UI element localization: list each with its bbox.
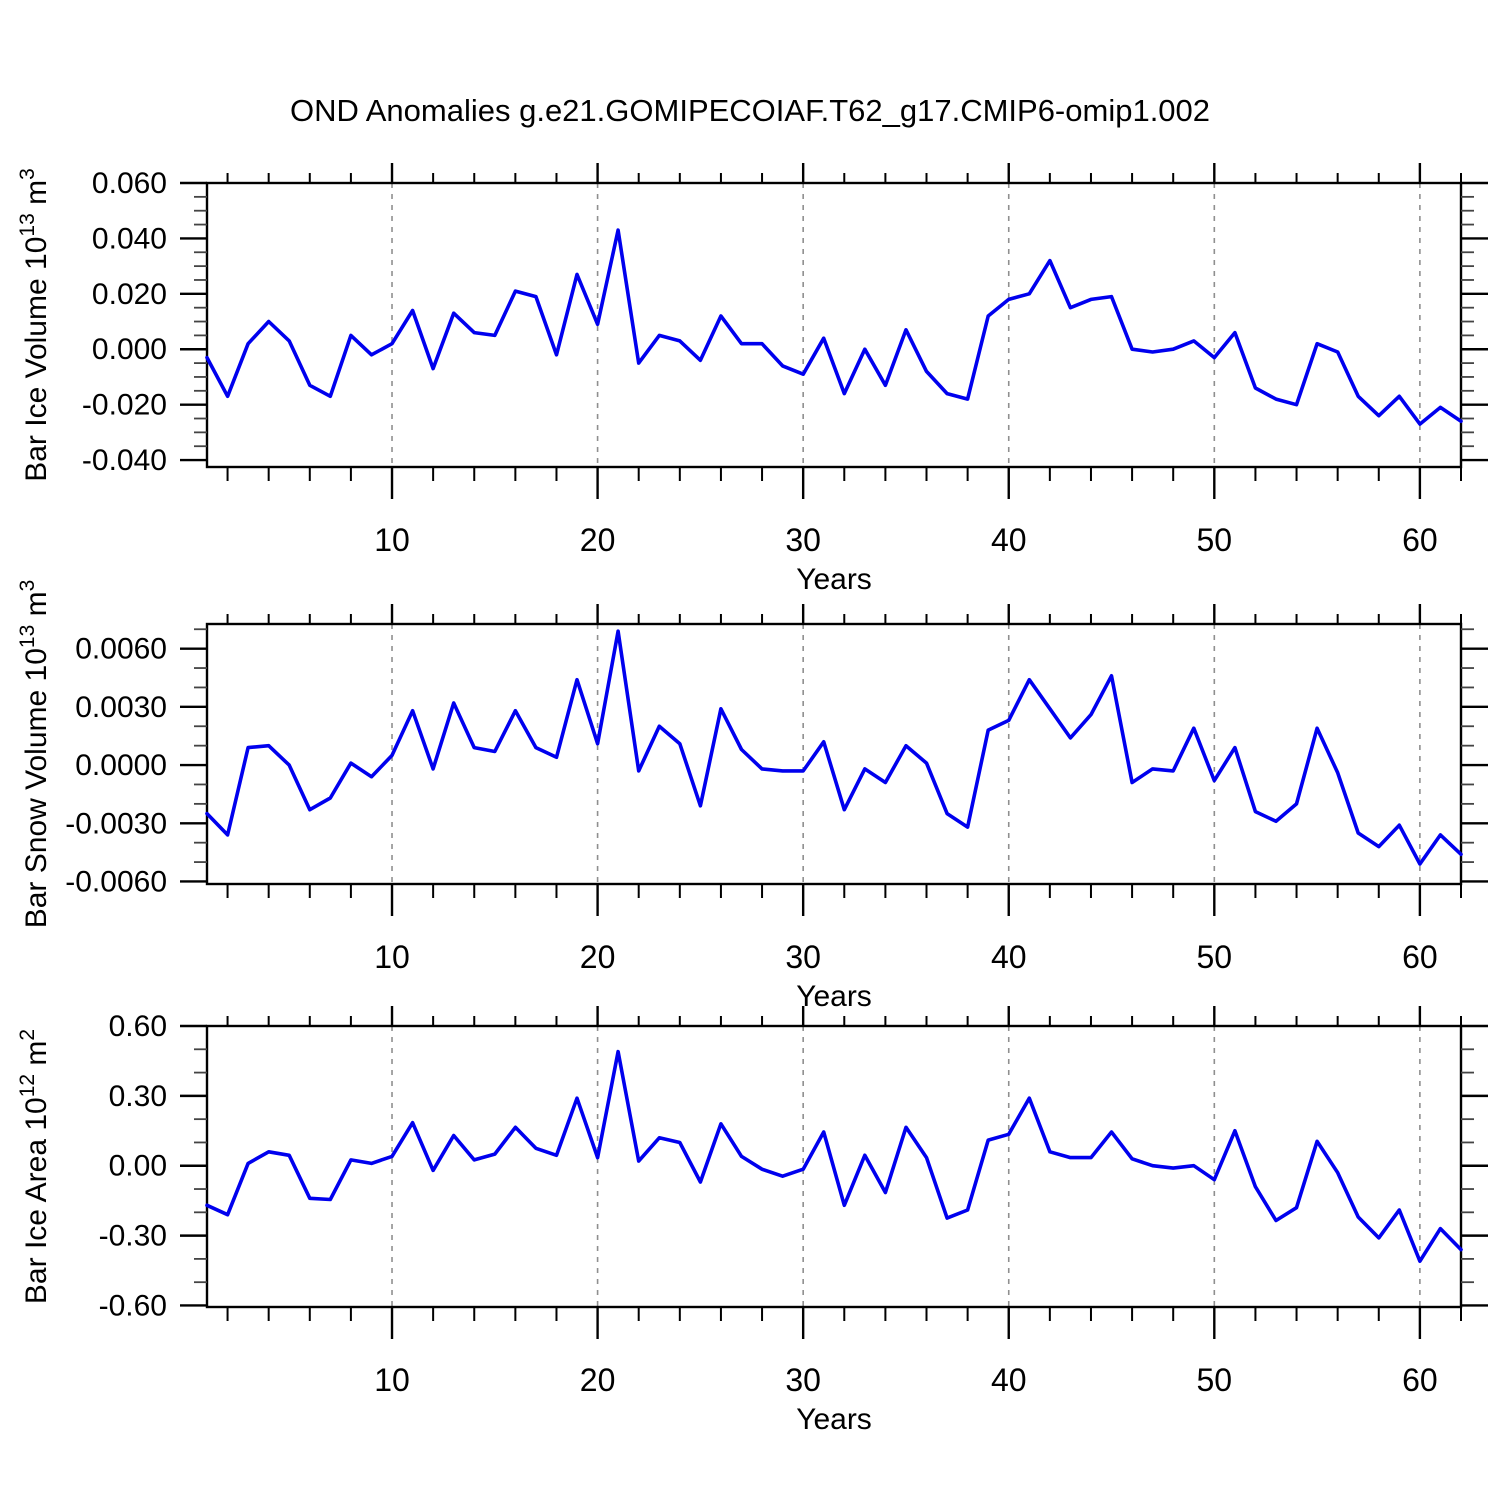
panel-ice_volume: 0.060 0.040 0.020 0.000 -0.020 -0.040 10 20 30 40… (16, 163, 1488, 596)
y-tick-label: 0.00 (109, 1150, 167, 1183)
x-tick-label: 50 (1197, 522, 1233, 558)
x-axis-title: Years (796, 980, 872, 1013)
x-tick-label: 20 (580, 939, 616, 975)
x-tick-label: 50 (1197, 939, 1233, 975)
y-tick-label: 0.020 (92, 278, 167, 311)
y-axis-title: Bar Ice Area 1012 m2 (16, 1029, 53, 1304)
x-tick-label: 20 (580, 522, 616, 558)
panel-ice_area: 0.60 0.30 0.00 -0.30 -0.60 10 20 30 40 50 60 Years B… (16, 1006, 1488, 1436)
x-tick-label: 40 (991, 522, 1027, 558)
y-tick-label: -0.60 (99, 1289, 167, 1322)
x-tick-label: 60 (1402, 939, 1438, 975)
y-tick-label: 0.0060 (75, 633, 167, 666)
y-axis-title: Bar Ice Volume 1013 m3 (16, 168, 53, 482)
y-tick-label: 0.0030 (75, 691, 167, 724)
x-tick-label: 30 (785, 939, 821, 975)
x-tick-label: 30 (785, 1362, 821, 1398)
x-tick-label: 10 (374, 522, 410, 558)
x-tick-label: 50 (1197, 1362, 1233, 1398)
y-tick-label: 0.0000 (75, 749, 167, 782)
x-tick-label: 40 (991, 1362, 1027, 1398)
x-axis-title: Years (796, 563, 872, 596)
x-tick-label: 60 (1402, 1362, 1438, 1398)
y-tick-label: 0.060 (92, 167, 167, 200)
axis-box (205, 181, 1463, 469)
x-tick-label: 20 (580, 1362, 616, 1398)
x-axis-title: Years (796, 1403, 872, 1436)
panel-snow_volume: 0.0060 0.0030 0.0000 -0.0030 -0.0060 10 20 30 40… (16, 580, 1488, 1013)
x-tick-label: 40 (991, 939, 1027, 975)
y-tick-label: 0.000 (92, 333, 167, 366)
y-tick-label: -0.0030 (65, 807, 167, 840)
series-line-snow_volume (205, 629, 1463, 866)
y-tick-label: -0.0060 (65, 865, 167, 898)
y-tick-label: 0.30 (109, 1080, 167, 1113)
x-tick-label: 30 (785, 522, 821, 558)
y-tick-label: 0.60 (109, 1010, 167, 1043)
y-tick-label: 0.040 (92, 222, 167, 255)
y-axis-title: Bar Snow Volume 1013 m3 (16, 580, 53, 929)
x-tick-label: 10 (374, 1362, 410, 1398)
series-line-ice_volume (205, 228, 1463, 426)
x-tick-label: 60 (1402, 522, 1438, 558)
axis-box (205, 622, 1463, 886)
x-tick-label: 10 (374, 939, 410, 975)
y-tick-label: -0.020 (82, 389, 167, 422)
chart-title: OND Anomalies g.e21.GOMIPECOIAF.T62_g17.… (289, 93, 1211, 128)
y-tick-label: -0.30 (99, 1220, 167, 1253)
series-line-ice_area (205, 1049, 1463, 1263)
y-tick-label: -0.040 (82, 444, 167, 477)
